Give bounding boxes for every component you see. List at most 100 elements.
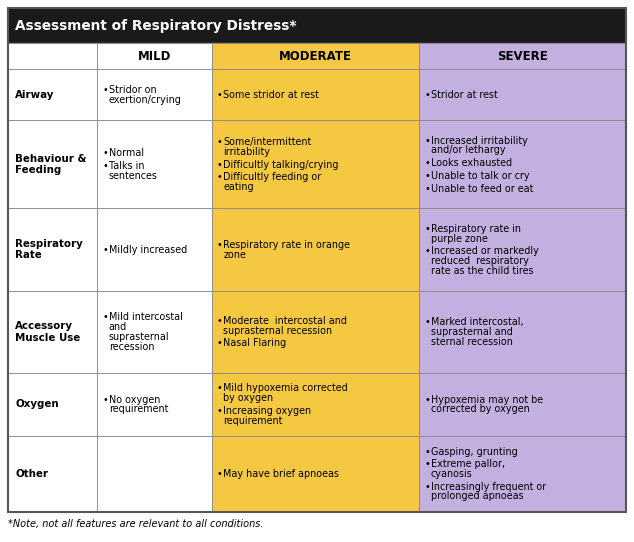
Text: Mild intercostal: Mild intercostal [109, 313, 183, 322]
Text: rate as the child tires: rate as the child tires [430, 266, 533, 276]
Text: suprasternal recession: suprasternal recession [223, 326, 332, 335]
Text: Looks exhausted: Looks exhausted [430, 158, 512, 168]
Text: Unable to talk or cry: Unable to talk or cry [430, 171, 529, 181]
Bar [419, 291, 626, 373]
Bar [419, 373, 626, 436]
Bar [212, 436, 419, 512]
Text: •: • [424, 184, 430, 193]
Text: Moderate  intercostal and: Moderate intercostal and [223, 316, 347, 326]
Text: Increased irritability: Increased irritability [430, 136, 527, 146]
Text: •: • [424, 318, 430, 327]
Bar [8, 209, 98, 291]
Bar [419, 69, 626, 120]
Text: •: • [217, 137, 223, 147]
Text: requirement: requirement [109, 404, 168, 414]
Text: Mildly increased: Mildly increased [109, 245, 187, 255]
Text: and: and [109, 322, 127, 332]
Text: No oxygen: No oxygen [109, 395, 160, 404]
Text: Gasping, grunting: Gasping, grunting [430, 447, 517, 456]
Text: Mild hypoxemia corrected: Mild hypoxemia corrected [223, 383, 348, 393]
Text: sternal recession: sternal recession [430, 337, 512, 347]
Text: •: • [103, 245, 108, 255]
Text: purple zone: purple zone [430, 234, 488, 243]
Text: •: • [103, 85, 108, 95]
Text: zone: zone [223, 250, 246, 260]
Text: •: • [424, 246, 430, 256]
Text: •: • [103, 149, 108, 158]
Text: Difficultly feeding or: Difficultly feeding or [223, 172, 321, 182]
Text: •: • [217, 406, 223, 416]
Bar [98, 373, 212, 436]
Bar [419, 209, 626, 291]
Text: •: • [103, 313, 108, 322]
Bar [212, 291, 419, 373]
Text: *Note, not all features are relevant to all conditions.: *Note, not all features are relevant to … [8, 519, 263, 528]
Text: reduced  respiratory: reduced respiratory [430, 256, 529, 266]
Text: Increasing oxygen: Increasing oxygen [223, 406, 311, 416]
Bar [8, 69, 98, 120]
Bar [98, 69, 212, 120]
Text: Other: Other [15, 469, 48, 479]
Text: Some stridor at rest: Some stridor at rest [223, 90, 319, 100]
Text: •: • [217, 338, 223, 349]
Text: Increased or markedly: Increased or markedly [430, 246, 538, 256]
Text: •: • [424, 136, 430, 146]
Text: •: • [424, 224, 430, 234]
Text: corrected by oxygen: corrected by oxygen [430, 404, 529, 414]
Text: exertion/crying: exertion/crying [109, 95, 181, 105]
Text: •: • [103, 395, 108, 404]
Text: Marked intercostal,: Marked intercostal, [430, 318, 523, 327]
Text: Stridor at rest: Stridor at rest [430, 90, 497, 100]
Bar [8, 43, 98, 69]
Bar [98, 209, 212, 291]
Text: •: • [217, 172, 223, 182]
Bar [98, 291, 212, 373]
Text: Unable to feed or eat: Unable to feed or eat [430, 184, 533, 193]
Bar [212, 120, 419, 209]
Text: recession: recession [109, 341, 154, 352]
Text: SEVERE: SEVERE [497, 50, 548, 63]
Text: and/or lethargy: and/or lethargy [430, 145, 505, 156]
Bar [8, 120, 98, 209]
Text: •: • [217, 469, 223, 479]
Bar [212, 69, 419, 120]
Text: sentences: sentences [109, 171, 158, 181]
Text: Talks in: Talks in [109, 161, 145, 171]
Text: •: • [424, 395, 430, 404]
Text: eating: eating [223, 182, 254, 192]
Text: Increasingly frequent or: Increasingly frequent or [430, 482, 546, 492]
Text: irritability: irritability [223, 147, 270, 157]
Text: prolonged apnoeas: prolonged apnoeas [430, 492, 523, 501]
Text: Accessory
Muscle Use: Accessory Muscle Use [15, 321, 81, 343]
Text: Extreme pallor,: Extreme pallor, [430, 459, 505, 469]
Text: cyanosis: cyanosis [430, 469, 472, 479]
Text: MODERATE: MODERATE [279, 50, 352, 63]
Bar [8, 436, 98, 512]
Text: •: • [424, 158, 430, 168]
Text: requirement: requirement [223, 416, 283, 425]
Text: Difficultly talking/crying: Difficultly talking/crying [223, 159, 339, 170]
Bar [8, 373, 98, 436]
Bar [8, 291, 98, 373]
Text: Oxygen: Oxygen [15, 399, 59, 409]
Bar [419, 436, 626, 512]
Bar [419, 120, 626, 209]
Text: •: • [217, 159, 223, 170]
Text: •: • [424, 459, 430, 469]
Text: suprasternal: suprasternal [109, 332, 169, 342]
Bar [212, 209, 419, 291]
Text: Respiratory rate in orange: Respiratory rate in orange [223, 240, 350, 250]
Bar [98, 43, 212, 69]
Text: •: • [217, 90, 223, 100]
Text: •: • [424, 447, 430, 456]
Bar [212, 373, 419, 436]
Text: May have brief apnoeas: May have brief apnoeas [223, 469, 339, 479]
Text: Airway: Airway [15, 90, 55, 100]
Text: •: • [103, 161, 108, 171]
Text: •: • [217, 316, 223, 326]
Text: by oxygen: by oxygen [223, 393, 273, 403]
Text: Normal: Normal [109, 149, 144, 158]
Text: •: • [217, 240, 223, 250]
Text: Behaviour &
Feeding: Behaviour & Feeding [15, 154, 87, 175]
Text: suprasternal and: suprasternal and [430, 327, 512, 337]
